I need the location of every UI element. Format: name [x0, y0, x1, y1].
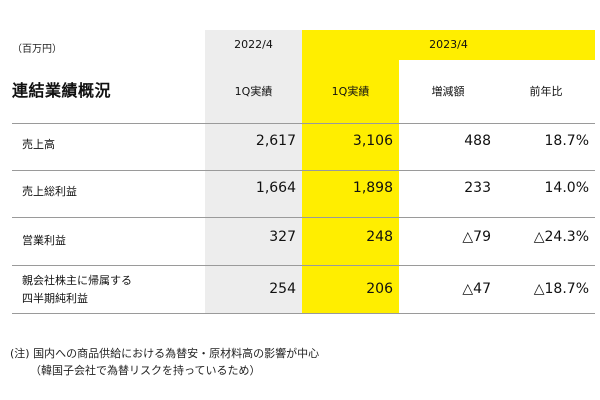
- cell-diff-operating-profit: △79: [462, 229, 491, 245]
- header-col-cur-1q: 1Q実績: [331, 85, 370, 98]
- prev-year-header-bg: [205, 30, 302, 123]
- cell-ratio-gross-profit: 14.0%: [544, 180, 589, 196]
- row-divider: [12, 265, 595, 266]
- header-divider: [497, 60, 498, 123]
- cur-year-column-bg: [302, 60, 399, 313]
- row-divider: [12, 170, 595, 171]
- row-divider: [12, 217, 595, 218]
- cur-year-header-bg: [302, 30, 595, 60]
- cell-diff-net-profit: △47: [462, 281, 491, 297]
- row-label-net-profit-line2: 四半期純利益: [22, 292, 88, 305]
- header-year-prev: 2022/4: [234, 38, 273, 51]
- cell-diff-sales: 488: [464, 133, 491, 149]
- cell-cur-operating-profit: 248: [366, 229, 393, 245]
- header-year-cur: 2023/4: [429, 38, 468, 51]
- header-col-ratio: 前年比: [529, 85, 563, 98]
- table-title: 連結業績概況: [12, 81, 112, 100]
- header-col-diff: 増減額: [431, 85, 465, 98]
- cell-ratio-net-profit: △18.7%: [533, 281, 589, 297]
- cell-diff-gross-profit: 233: [464, 180, 491, 196]
- cell-prev-gross-profit: 1,664: [255, 180, 296, 196]
- unit-label: （百万円）: [12, 44, 62, 55]
- cell-cur-net-profit: 206: [366, 281, 393, 297]
- cell-ratio-operating-profit: △24.3%: [533, 229, 589, 245]
- footnote-line1: (注) 国内への商品供給における為替安・原材料高の影響が中心: [10, 347, 320, 360]
- cell-cur-sales: 3,106: [352, 133, 393, 149]
- cell-ratio-sales: 18.7%: [544, 133, 589, 149]
- cell-cur-gross-profit: 1,898: [352, 180, 393, 196]
- row-label-operating-profit: 営業利益: [22, 234, 66, 247]
- header-divider: [399, 60, 400, 123]
- row-divider: [12, 313, 595, 314]
- row-label-net-profit-line1: 親会社株主に帰属する: [22, 274, 132, 287]
- row-label-sales: 売上高: [22, 138, 55, 151]
- row-divider: [12, 123, 595, 124]
- prev-year-column-bg: [205, 123, 302, 313]
- footnote-line2: （韓国子会社で為替リスクを持っているため）: [30, 364, 261, 377]
- cell-prev-operating-profit: 327: [269, 229, 296, 245]
- cell-prev-net-profit: 254: [269, 281, 296, 297]
- cell-prev-sales: 2,617: [255, 133, 296, 149]
- header-col-prev-1q: 1Q実績: [234, 85, 273, 98]
- row-label-gross-profit: 売上総利益: [22, 185, 77, 198]
